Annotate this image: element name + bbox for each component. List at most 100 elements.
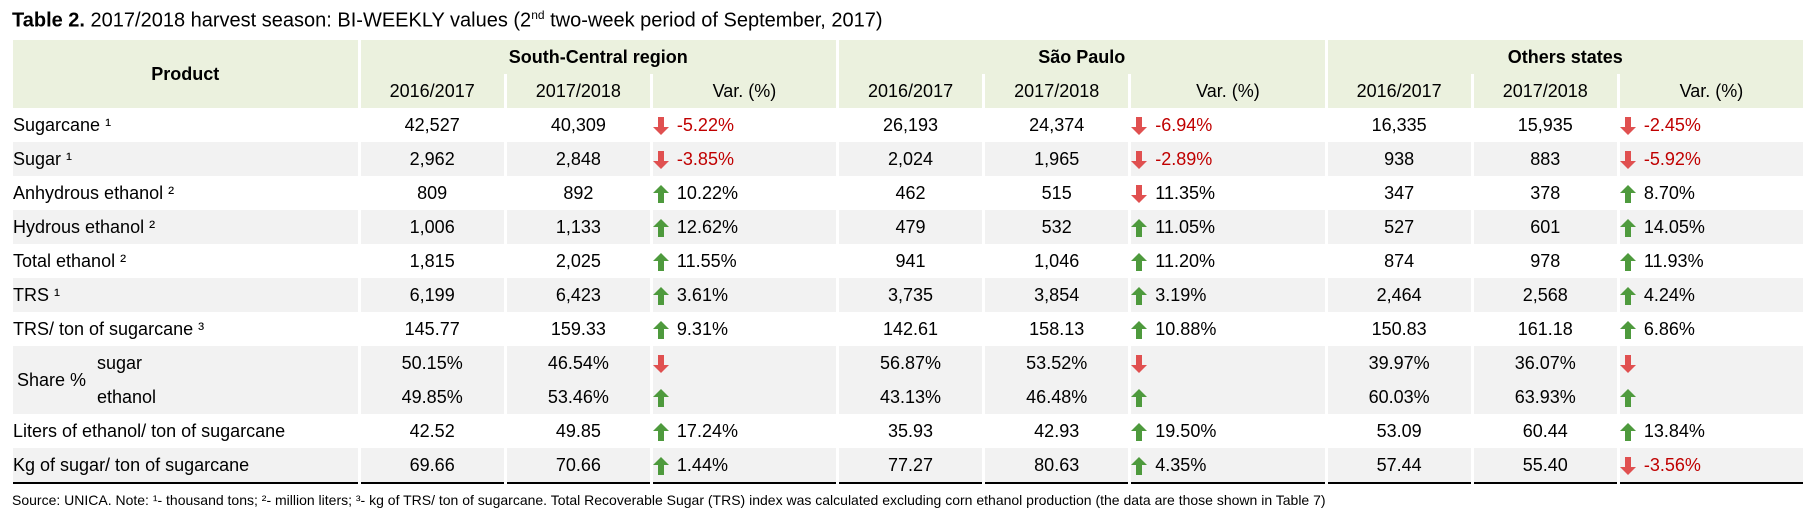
- value-cell-text: 2,464: [1376, 284, 1422, 305]
- table-title: Table 2. 2017/2018 harvest season: BI-WE…: [12, 8, 883, 33]
- value-cell-text: 2,568: [1522, 284, 1568, 305]
- arrow-up-icon: [652, 218, 669, 237]
- arrow-down-icon: [652, 116, 669, 135]
- value-cell: 56.87%: [838, 346, 983, 380]
- arrow-down-icon: [1619, 116, 1636, 135]
- value-cell-text: 347: [1384, 182, 1415, 203]
- value-cell: 60.03%: [1327, 380, 1471, 414]
- row-label-text: TRS ¹: [13, 284, 60, 305]
- col-header: 2017/2018: [1473, 74, 1617, 108]
- var-cell: 17.24%: [652, 414, 836, 448]
- arrow-up-icon: [652, 320, 669, 339]
- var-value: -2.89%: [1155, 148, 1213, 169]
- value-cell-text: 378: [1530, 182, 1561, 203]
- arrow-down-icon: [652, 150, 669, 169]
- value-cell-text: 56.87%: [880, 352, 942, 373]
- harvest-table: Product South-Central region São Paulo O…: [10, 40, 1806, 484]
- row-label: Liters of ethanol/ ton of sugarcane: [13, 414, 358, 448]
- value-cell: 2,464: [1327, 278, 1471, 312]
- value-cell-text: 46.48%: [1026, 386, 1088, 407]
- value-cell-text: 874: [1384, 250, 1415, 271]
- var-cell: [1131, 346, 1325, 380]
- value-cell-text: 938: [1384, 148, 1415, 169]
- var-cell: -6.94%: [1131, 108, 1324, 142]
- var-cell: 11.20%: [1131, 244, 1324, 278]
- row-label: Sugar ¹: [13, 142, 358, 176]
- value-cell-text: 60.44: [1522, 420, 1568, 441]
- var-value: -5.92%: [1643, 148, 1701, 169]
- value-cell-text: 50.15%: [401, 352, 463, 373]
- value-cell-text: 941: [895, 250, 926, 271]
- var-cell: 10.88%: [1131, 312, 1324, 346]
- value-cell: 161.18: [1474, 312, 1617, 346]
- share-wrap: Share % sugar ethanol: [13, 346, 358, 414]
- var-cell: 13.84%: [1619, 414, 1803, 448]
- value-cell-text: 6,423: [555, 284, 601, 305]
- var-value: -3.85%: [676, 148, 734, 169]
- value-cell-text: 40,309: [550, 114, 606, 135]
- value-cell: 142.61: [839, 312, 982, 346]
- value-cell-text: 63.93%: [1514, 386, 1576, 407]
- value-cell: 24,374: [985, 108, 1128, 142]
- value-cell-text: 43.13%: [880, 386, 942, 407]
- var-cell: 11.55%: [652, 244, 836, 278]
- value-cell: 941: [839, 244, 982, 278]
- value-cell-text: 2,962: [409, 148, 455, 169]
- var-cell: 10.22%: [652, 176, 836, 210]
- value-cell-text: 49.85%: [401, 386, 463, 407]
- source-note: Source: UNICA. Note: ¹- thousand tons; ²…: [12, 492, 1326, 508]
- value-cell-text: 1,965: [1034, 148, 1080, 169]
- value-cell-text: 49.85: [555, 420, 601, 441]
- value-cell-text: 142.61: [883, 318, 939, 339]
- value-cell: 874: [1328, 244, 1471, 278]
- value-cell: 16,335: [1328, 108, 1471, 142]
- value-cell: 42,527: [361, 108, 504, 142]
- value-cell-text: 892: [563, 182, 594, 203]
- value-cell: 1,133: [506, 210, 650, 244]
- value-cell: 42.93: [985, 414, 1128, 448]
- arrow-up-icon: [1619, 218, 1636, 237]
- value-cell: 892: [507, 176, 650, 210]
- arrow-up-icon: [1131, 422, 1148, 441]
- row-label-text: Total ethanol ²: [13, 250, 127, 271]
- var-cell: 11.93%: [1619, 244, 1803, 278]
- value-cell-text: 70.66: [555, 454, 601, 475]
- var-cell: 11.05%: [1131, 210, 1325, 244]
- value-cell: 42.52: [361, 414, 504, 448]
- title-text-end: two-week period of September, 2017): [544, 9, 883, 32]
- value-cell: 49.85%: [360, 380, 504, 414]
- value-cell: 35.93: [839, 414, 982, 448]
- value-cell: 39.97%: [1327, 346, 1471, 380]
- value-cell-text: 462: [895, 182, 926, 203]
- value-cell-text: 3,735: [888, 284, 934, 305]
- arrow-up-icon: [652, 252, 669, 271]
- var-cell: 19.50%: [1131, 414, 1324, 448]
- col-header: 2017/2018: [985, 74, 1129, 108]
- arrow-up-icon: [652, 388, 669, 407]
- share-sub-ethanol: ethanol: [97, 386, 157, 407]
- table-row: Share % sugar ethanol 50.15% 46.54% 56.87% 53.…: [13, 346, 1803, 414]
- value-cell: 70.66: [506, 448, 650, 484]
- value-cell-text: 159.33: [550, 318, 606, 339]
- table-row: 49.85% 53.46% 43.13% 46.48% 60.03% 63.93%: [13, 380, 1803, 414]
- value-cell-text: 161.18: [1517, 318, 1573, 339]
- value-cell: 43.13%: [838, 380, 983, 414]
- var-value: 14.05%: [1643, 216, 1705, 237]
- var-cell: -2.89%: [1131, 142, 1325, 176]
- var-value: 6.86%: [1643, 318, 1695, 339]
- var-value: -6.94%: [1155, 114, 1213, 135]
- var-cell: 9.31%: [652, 312, 836, 346]
- value-cell-text: 601: [1530, 216, 1561, 237]
- value-cell: 159.33: [507, 312, 650, 346]
- value-cell-text: 42.93: [1034, 420, 1080, 441]
- group-header-others: Others states: [1327, 40, 1803, 74]
- value-cell: 53.09: [1328, 414, 1471, 448]
- value-cell-text: 57.44: [1376, 454, 1422, 475]
- value-cell: 50.15%: [360, 346, 504, 380]
- row-label-text: Hydrous ethanol ²: [13, 216, 156, 237]
- arrow-up-icon: [1131, 456, 1148, 475]
- arrow-up-icon: [1619, 184, 1636, 203]
- row-label: Hydrous ethanol ²: [13, 210, 358, 244]
- value-cell-text: 26,193: [883, 114, 939, 135]
- value-cell-text: 53.52%: [1026, 352, 1088, 373]
